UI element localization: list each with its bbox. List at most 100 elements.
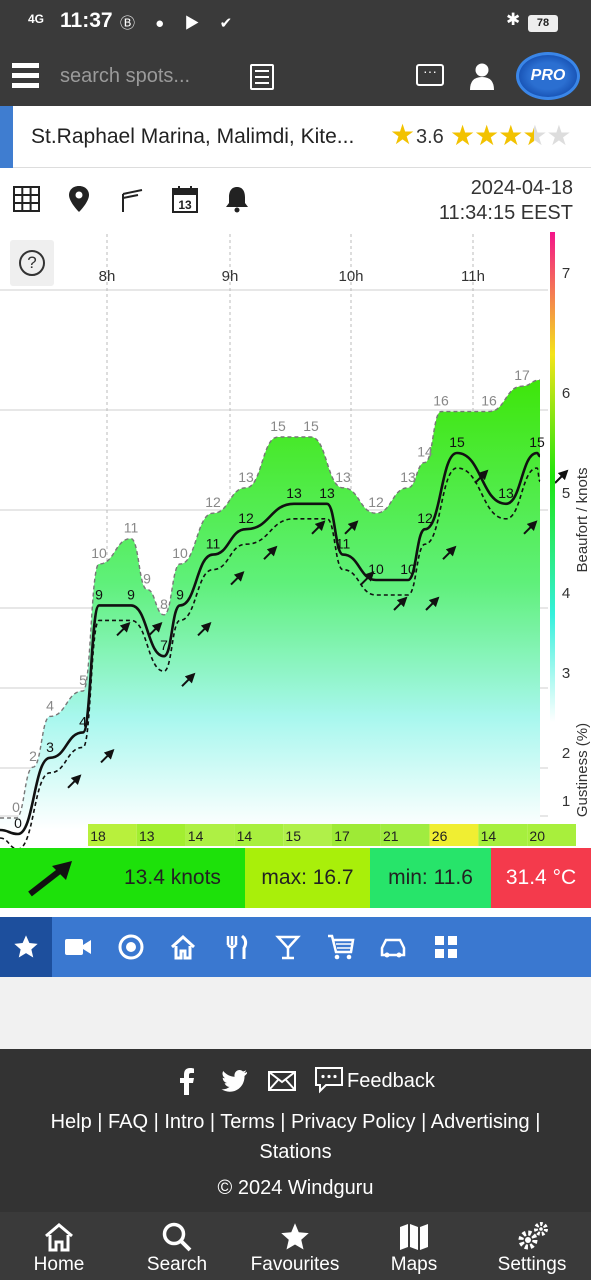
x-tick-label: 11h xyxy=(461,268,485,285)
menu-icon[interactable] xyxy=(12,63,39,89)
gustiness-value: 14 xyxy=(188,828,204,844)
gust-value-label: 4 xyxy=(46,697,54,713)
wind-max-value: max: 16.7 xyxy=(245,848,370,908)
rating-stars[interactable]: ★★★★★★ xyxy=(450,120,572,151)
car-rental-icon[interactable] xyxy=(367,917,419,977)
gustiness-cell xyxy=(234,824,284,846)
beaufort-color-scale xyxy=(550,232,555,722)
bottom-navigation: Home Search Favourites Maps Settings xyxy=(0,1212,591,1280)
wind-direction-arrow xyxy=(311,520,326,535)
more-grid-icon[interactable] xyxy=(420,917,472,977)
x-tick-label: 10h xyxy=(338,268,363,285)
gustiness-axis-label: Gustiness (%) xyxy=(574,723,591,817)
bar-cocktail-icon[interactable] xyxy=(262,917,314,977)
tools-row: 13 2024-04-18 11:34:15 EEST xyxy=(0,168,591,230)
nav-settings[interactable]: Settings xyxy=(473,1212,591,1280)
observation-date: 2024-04-18 xyxy=(470,177,573,199)
gustiness-cell xyxy=(429,824,479,846)
footer-links-stations[interactable]: Stations xyxy=(259,1141,332,1163)
gust-value-label: 16 xyxy=(481,393,497,409)
gust-value-label: 15 xyxy=(303,418,319,434)
beaufort-tick-label: 7 xyxy=(562,265,570,282)
webcam-icon[interactable] xyxy=(52,917,104,977)
shop-cart-icon[interactable] xyxy=(315,917,367,977)
gustiness-value: 26 xyxy=(432,828,448,844)
avg-value-label: 3 xyxy=(46,739,54,755)
user-icon[interactable] xyxy=(468,62,496,90)
temperature-value: 31.4 °C xyxy=(491,848,591,908)
wind-direction-arrow xyxy=(100,748,115,764)
email-icon[interactable] xyxy=(268,1071,296,1091)
observation-time: 11:34:15 EEST xyxy=(438,202,573,224)
avg-value-label: 10 xyxy=(400,561,416,577)
restaurant-icon[interactable] xyxy=(210,917,262,977)
gust-value-label: 12 xyxy=(368,494,384,510)
footer: Feedback Help | FAQ | Intro | Terms | Pr… xyxy=(0,1049,591,1212)
wind-chart[interactable]: 0 2 4 5 10 11 9 8 10 12 13 15 15 13 12 13 14 16 16 17 0 3 4 9 9 7… xyxy=(0,230,591,865)
nav-home[interactable]: Home xyxy=(0,1212,118,1280)
x-tick-label: 8h xyxy=(99,268,116,285)
pro-logo[interactable]: PRO xyxy=(516,52,580,100)
list-icon[interactable] xyxy=(250,64,274,90)
beaufort-tick-label: 6 xyxy=(562,385,570,402)
windsock-icon[interactable] xyxy=(118,184,148,214)
gustiness-value: 13 xyxy=(139,828,155,844)
avg-value-label: 12 xyxy=(417,510,433,526)
search-input[interactable] xyxy=(60,60,230,92)
network-indicator: 4G xyxy=(28,12,45,26)
nav-search-label: Search xyxy=(146,1254,208,1275)
facebook-icon[interactable] xyxy=(177,1067,195,1095)
gustiness-cell xyxy=(136,824,186,846)
wind-direction-arrow xyxy=(523,520,538,535)
spot-name[interactable]: St.Raphael Marina, Malimdi, Kite... xyxy=(31,125,355,148)
location-pin-icon[interactable] xyxy=(65,184,95,214)
nav-home-label: Home xyxy=(33,1254,85,1275)
avg-value-label: 13 xyxy=(286,485,302,501)
wind-direction-arrow xyxy=(360,571,375,586)
gust-value-label: 8 xyxy=(160,596,168,612)
footer-links-line[interactable]: Help | FAQ | Intro | Terms | Privacy Pol… xyxy=(50,1111,541,1133)
y-axis-label: Beaufort / knots xyxy=(574,467,591,572)
gust-value-label: 14 xyxy=(417,443,433,459)
chat-icon[interactable]: ··· xyxy=(416,64,444,86)
wind-direction-arrow xyxy=(425,596,440,611)
gust-value-label: 13 xyxy=(335,469,351,485)
avg-wind-line xyxy=(0,451,541,836)
wind-direction-arrow xyxy=(474,469,489,484)
help-button[interactable]: ? xyxy=(10,240,54,286)
copyright: © 2024 Windguru xyxy=(217,1177,374,1199)
bell-icon[interactable] xyxy=(222,184,252,214)
nav-maps-label: Maps xyxy=(390,1254,438,1275)
accommodation-home-icon[interactable] xyxy=(157,917,209,977)
wind-summary: 13.4 knots max: 16.7 min: 11.6 31.4 °C xyxy=(0,848,591,908)
wind-direction-arrow xyxy=(67,774,82,789)
target-icon[interactable] xyxy=(105,917,157,977)
battery-indicator: 78 xyxy=(528,15,558,32)
avg-value-label: 13 xyxy=(498,485,514,501)
feedback-chat-icon[interactable] xyxy=(314,1066,344,1094)
gust-value-label: 11 xyxy=(124,520,139,536)
wind-direction-arrow xyxy=(344,520,359,535)
nav-maps[interactable]: Maps xyxy=(355,1212,473,1280)
beaufort-tick-label: 5 xyxy=(562,485,570,502)
avg-value-label: 9 xyxy=(127,586,135,602)
beaufort-tick-label: 4 xyxy=(562,585,570,602)
nav-favourites[interactable]: Favourites xyxy=(236,1212,354,1280)
nav-search[interactable]: Search xyxy=(118,1212,236,1280)
avg-value-label: 11 xyxy=(206,536,221,552)
beaufort-tick-label: 3 xyxy=(562,665,570,682)
gustiness-value: 20 xyxy=(529,828,545,844)
grid-icon[interactable] xyxy=(12,184,42,214)
favourite-star-icon[interactable] xyxy=(0,917,52,977)
wind-direction-arrow xyxy=(148,621,163,637)
gust-value-label: 13 xyxy=(238,469,254,485)
calendar-icon[interactable]: 13 xyxy=(170,184,200,214)
twitter-icon[interactable] xyxy=(220,1069,248,1093)
wind-direction-arrow xyxy=(116,621,131,637)
avg-value-label: 4 xyxy=(79,713,87,729)
gust-value-label: 10 xyxy=(172,545,188,561)
nav-settings-label: Settings xyxy=(497,1254,567,1275)
gustiness-cell xyxy=(332,824,381,846)
feedback-link[interactable]: Feedback xyxy=(347,1070,435,1092)
